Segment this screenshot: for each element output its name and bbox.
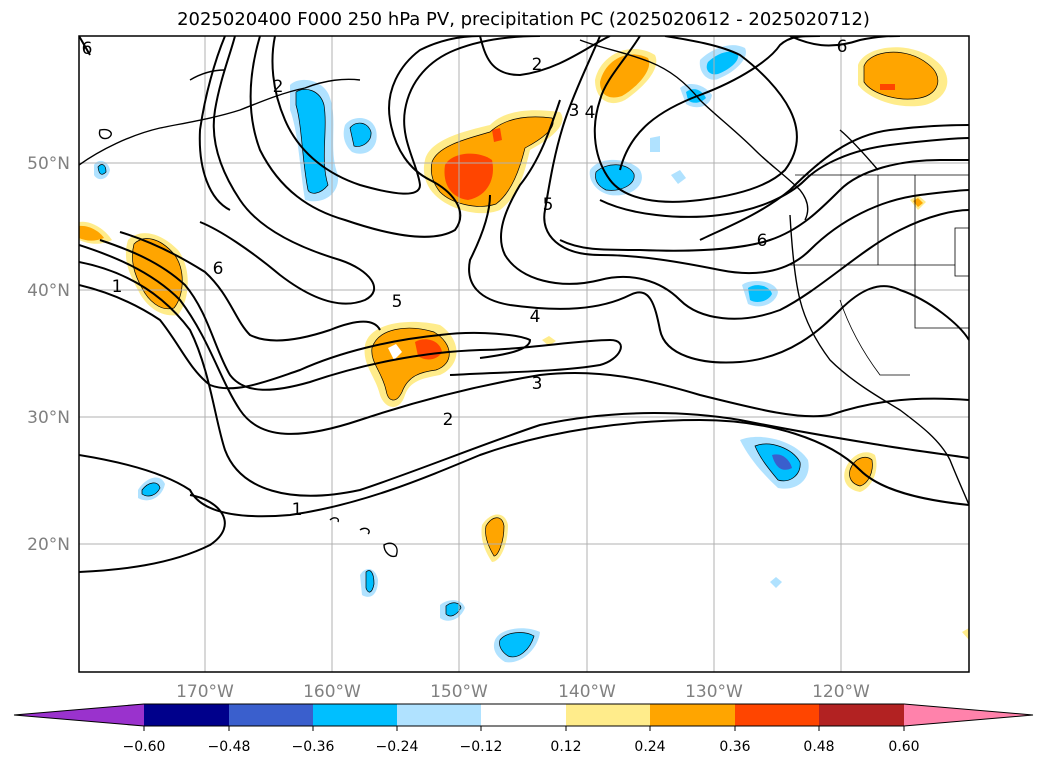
longitude-labels: 170°W 160°W 150°W 140°W 130°W 120°W bbox=[176, 682, 870, 702]
colorbar-tick-label: 0.12 bbox=[550, 739, 581, 755]
contour-label: 3 bbox=[569, 101, 580, 121]
colorbar-bin bbox=[735, 704, 819, 726]
contour-label: 5 bbox=[543, 195, 554, 215]
colorbar-bin bbox=[650, 704, 735, 726]
colorbar-tick-label: −0.48 bbox=[208, 739, 251, 755]
colorbar: −0.60 −0.48 −0.36 −0.24 −0.12 0.12 0.24 … bbox=[13, 703, 1034, 755]
colorbar-bin bbox=[144, 704, 229, 726]
colorbar-tick-label: 0.60 bbox=[888, 739, 919, 755]
lon-label-160w: 160°W bbox=[303, 682, 361, 702]
contour-label: 1 bbox=[292, 500, 303, 520]
lon-label-140w: 140°W bbox=[558, 682, 616, 702]
lat-label-20n: 20°N bbox=[27, 535, 70, 555]
colorbar-high-extend bbox=[904, 704, 1033, 726]
lon-label-130w: 130°W bbox=[685, 682, 743, 702]
latitude-labels: 50°N 40°N 30°N 20°N bbox=[27, 154, 70, 555]
contour-labels: 6 1 2 4 3 2 6 5 4 3 2 1 6 5 6 bbox=[82, 37, 848, 520]
lon-label-120w: 120°W bbox=[812, 682, 870, 702]
contour-label: 6 bbox=[82, 39, 93, 59]
contour-label: 4 bbox=[530, 307, 541, 327]
contour-label: 2 bbox=[273, 77, 284, 97]
pv-contours bbox=[79, 36, 969, 573]
lat-label-50n: 50°N bbox=[27, 154, 70, 174]
political-borders bbox=[790, 174, 969, 376]
colorbar-tick-label: 0.36 bbox=[719, 739, 750, 755]
map-title: 2025020400 F000 250 hPa PV, precipitatio… bbox=[177, 9, 870, 30]
contour-label: 6 bbox=[837, 37, 848, 57]
graticule bbox=[79, 36, 969, 672]
colorbar-low-extend bbox=[14, 704, 144, 726]
lat-label-40n: 40°N bbox=[27, 281, 70, 301]
colorbar-bin bbox=[397, 704, 481, 726]
colorbar-bin bbox=[481, 704, 566, 726]
lon-label-150w: 150°W bbox=[430, 682, 488, 702]
precip-outlines bbox=[97, 51, 939, 658]
contour-label: 2 bbox=[443, 410, 454, 430]
contour-label: 2 bbox=[532, 55, 543, 75]
colorbar-tick-label: 0.24 bbox=[634, 739, 665, 755]
coastlines bbox=[79, 39, 969, 558]
lon-label-170w: 170°W bbox=[176, 682, 234, 702]
colorbar-bin bbox=[313, 704, 397, 726]
colorbar-tick-label: −0.24 bbox=[376, 739, 419, 755]
colorbar-bin bbox=[819, 704, 904, 726]
map-frame bbox=[78, 35, 970, 673]
contour-label: 5 bbox=[392, 292, 403, 312]
contour-label: 6 bbox=[213, 259, 224, 279]
colorbar-tick-label: −0.12 bbox=[460, 739, 503, 755]
contour-label: 3 bbox=[532, 374, 543, 394]
colorbar-tick-label: −0.60 bbox=[123, 739, 166, 755]
colorbar-bin bbox=[229, 704, 313, 726]
colorbar-tick-label: 0.48 bbox=[803, 739, 834, 755]
colorbar-bin bbox=[566, 704, 650, 726]
colorbar-tick-label: −0.36 bbox=[292, 739, 335, 755]
contour-label: 4 bbox=[585, 103, 596, 123]
contour-label: 1 bbox=[112, 277, 123, 297]
lat-label-30n: 30°N bbox=[27, 408, 70, 428]
contour-label: 6 bbox=[757, 231, 768, 251]
